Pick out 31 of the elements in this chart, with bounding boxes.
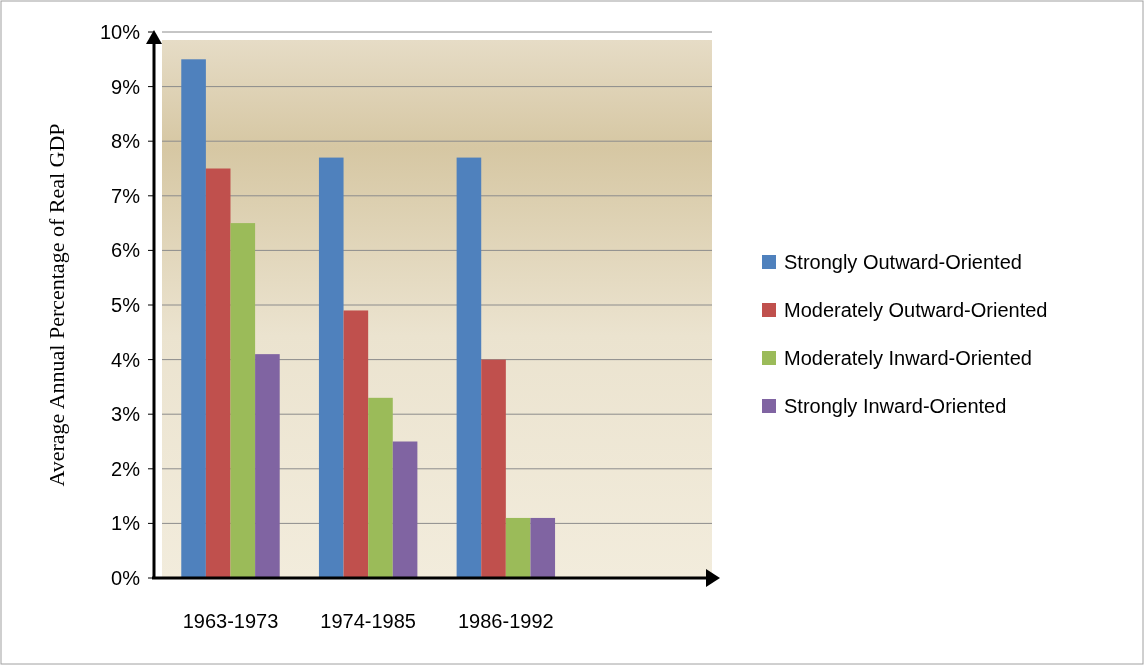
bar <box>343 310 369 578</box>
legend-label: Strongly Inward-Oriented <box>784 395 1007 417</box>
y-tick-label: 8% <box>111 130 141 153</box>
bar <box>456 157 482 578</box>
bar <box>255 354 280 578</box>
y-tick-label: 3% <box>111 403 141 426</box>
y-tick-label: 10% <box>99 21 141 43</box>
legend-label: Moderately Inward-Oriented <box>784 347 1032 369</box>
bar <box>318 157 344 578</box>
bar <box>368 397 393 578</box>
y-tick-label: 9% <box>111 75 141 98</box>
bar <box>481 359 506 578</box>
y-tick-label: 2% <box>111 457 141 480</box>
legend-label: Moderately Outward-Oriented <box>784 299 1048 321</box>
bar <box>530 517 556 578</box>
bar <box>230 223 256 578</box>
y-axis-title: Average Annual Percentage of Real GDP <box>44 123 69 487</box>
y-tick-label: 5% <box>111 294 141 316</box>
legend-label: Strongly Outward-Oriented <box>784 251 1022 273</box>
y-tick-label: 7% <box>111 184 141 207</box>
bar <box>181 59 206 578</box>
x-tick-label: 1963-1973 <box>182 610 279 632</box>
y-tick-label: 0% <box>111 567 141 589</box>
y-tick-label: 1% <box>111 512 141 535</box>
x-tick-label: 1974-1985 <box>320 610 416 632</box>
bar <box>205 168 231 578</box>
bar <box>392 441 418 578</box>
y-tick-label: 4% <box>111 348 141 371</box>
bar <box>505 517 531 578</box>
y-tick-label: 6% <box>111 239 141 262</box>
x-tick-label: 1986-1992 <box>458 610 554 632</box>
